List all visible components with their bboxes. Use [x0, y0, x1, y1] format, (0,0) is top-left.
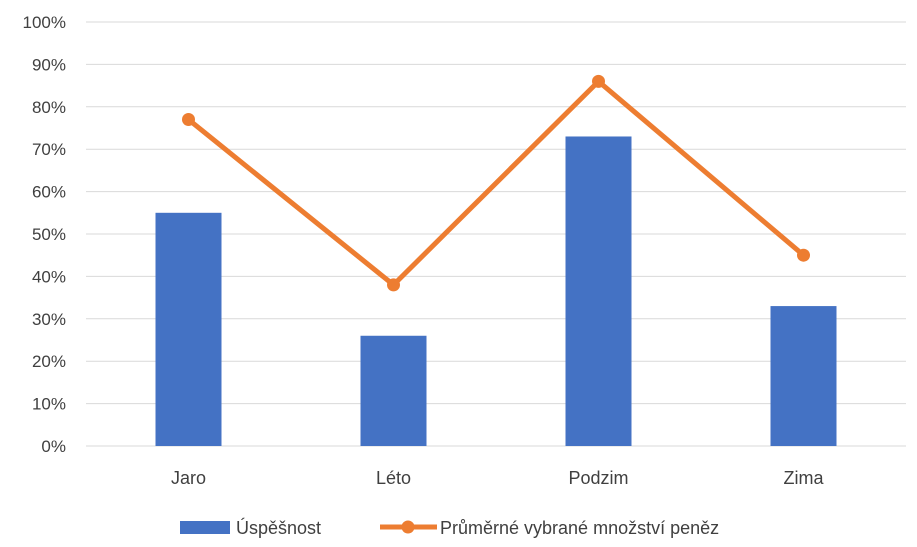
y-tick-label: 10% [32, 395, 66, 414]
bar [155, 212, 222, 446]
legend-label-bar: Úspěšnost [236, 517, 321, 538]
legend-bar-swatch [180, 521, 230, 534]
x-tick-label: Zima [784, 468, 825, 488]
y-tick-label: 0% [41, 437, 66, 456]
y-tick-label: 60% [32, 183, 66, 202]
y-tick-label: 30% [32, 310, 66, 329]
line-series [182, 74, 810, 292]
y-tick-label: 50% [32, 225, 66, 244]
line-point [797, 248, 810, 262]
line-point [182, 113, 195, 127]
legend-label-line: Průměrné vybrané množství peněz [440, 518, 719, 538]
legend-line-marker [401, 520, 415, 534]
bar [360, 335, 427, 446]
bar [565, 136, 632, 447]
y-tick-label: 80% [32, 98, 66, 117]
y-axis-tick-labels: 0% 10% 20% 30% 40% 50% 60% 70% 80% 90% 100% [23, 13, 66, 456]
y-tick-label: 90% [32, 55, 66, 74]
bar [770, 306, 837, 446]
y-tick-label: 100% [23, 13, 66, 32]
x-axis-tick-labels: Jaro Léto Podzim Zima [171, 468, 824, 488]
gridlines [86, 21, 906, 447]
bar-series [155, 136, 837, 447]
line-path [186, 78, 806, 288]
line-point [387, 278, 400, 292]
y-tick-label: 20% [32, 352, 66, 371]
x-tick-label: Jaro [171, 468, 206, 488]
x-tick-label: Léto [376, 468, 411, 488]
x-tick-label: Podzim [568, 468, 628, 488]
legend: Úspěšnost Průměrné vybrané množství peně… [180, 517, 719, 538]
y-tick-label: 70% [32, 140, 66, 159]
y-tick-label: 40% [32, 267, 66, 286]
line-point [592, 74, 605, 88]
